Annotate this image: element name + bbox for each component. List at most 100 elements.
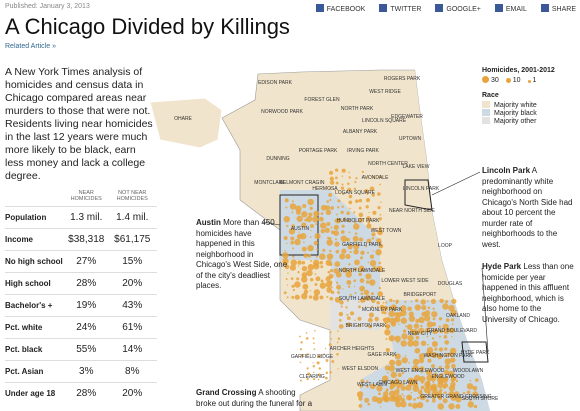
homicide-dot xyxy=(303,253,308,258)
homicide-dot xyxy=(466,383,474,390)
homicide-dot xyxy=(448,370,455,378)
homicide-dot xyxy=(361,170,365,174)
homicide-dot xyxy=(335,181,339,185)
homicide-dot xyxy=(289,203,297,210)
homicide-dot xyxy=(337,337,341,340)
share-email[interactable]: EMAIL xyxy=(495,4,527,13)
neighborhood-label: ENGLEWOOD xyxy=(431,374,464,380)
homicide-dot xyxy=(359,297,366,303)
homicide-dot xyxy=(336,352,339,356)
homicide-dot xyxy=(415,298,419,303)
homicide-dot xyxy=(295,209,301,215)
neighborhood-label: WEST LAWN xyxy=(357,382,387,388)
homicide-dot xyxy=(353,249,359,255)
homicide-dot xyxy=(394,353,401,360)
homicide-dot xyxy=(359,384,363,388)
homicide-dot xyxy=(327,236,330,240)
homicide-dot xyxy=(297,271,300,274)
neighborhood-label: ALBANY PARK xyxy=(343,129,378,135)
homicide-dot xyxy=(400,401,407,408)
share-facebook[interactable]: FACEBOOK xyxy=(316,4,366,13)
homicide-dot xyxy=(380,201,382,203)
homicide-dot xyxy=(438,325,441,328)
homicide-dot xyxy=(312,365,316,368)
homicide-dot xyxy=(389,390,395,397)
homicide-dot xyxy=(444,358,452,365)
homicide-dot xyxy=(394,335,401,343)
homicide-dot xyxy=(448,352,454,357)
homicide-dot xyxy=(329,371,332,374)
homicide-dot xyxy=(450,318,455,322)
homicide-dot xyxy=(366,216,371,221)
homicide-dot xyxy=(357,316,362,321)
homicide-dot xyxy=(336,291,340,294)
related-link[interactable]: Related Article » xyxy=(5,43,56,50)
homicide-dot xyxy=(473,404,478,409)
race-label: Majority white xyxy=(494,102,537,109)
homicide-dot xyxy=(385,388,389,392)
homicide-dot xyxy=(314,273,317,276)
homicide-dot xyxy=(312,362,314,364)
homicide-dot xyxy=(431,322,437,327)
homicide-dot xyxy=(319,282,327,289)
homicide-dot xyxy=(312,216,319,223)
homicide-dot xyxy=(388,365,395,372)
homicide-dot xyxy=(412,340,419,347)
homicide-dot xyxy=(315,255,318,258)
homicide-dot xyxy=(395,381,398,384)
homicide-dot xyxy=(292,288,295,292)
homicide-dot xyxy=(425,350,433,358)
homicide-dot xyxy=(469,398,472,402)
homicide-dot xyxy=(320,212,324,216)
share-more[interactable]: SHARE xyxy=(541,4,576,13)
annotation-name: Grand Crossing xyxy=(196,388,257,397)
homicide-dot xyxy=(425,383,430,389)
homicide-dot xyxy=(349,293,352,296)
homicide-dot xyxy=(337,199,341,203)
neighborhood-label: MCKINLEY PARK xyxy=(362,307,403,313)
share-google[interactable]: GOOGLE+ xyxy=(435,4,480,13)
cell: 20% xyxy=(107,272,157,295)
homicide-dot xyxy=(325,371,329,375)
row-label: Income xyxy=(5,228,65,251)
homicide-dot xyxy=(400,309,407,317)
leader xyxy=(431,171,481,196)
homicide-dot xyxy=(346,313,349,316)
row-label: No high school xyxy=(5,250,65,273)
homicide-dot xyxy=(373,219,375,222)
annotation: Austin More than 450 homicides have happ… xyxy=(196,218,288,292)
homicide-dot xyxy=(358,396,363,401)
homicide-dot xyxy=(401,393,404,396)
cell: 24% xyxy=(65,316,108,339)
homicide-dot xyxy=(432,328,439,335)
homicide-dot xyxy=(469,379,472,382)
homicide-dot xyxy=(358,212,364,218)
homicide-dot xyxy=(340,210,344,214)
annotation: Grand Crossing A shooting broke out duri… xyxy=(196,388,316,409)
homicide-dot xyxy=(398,323,400,326)
homicide-dot xyxy=(366,238,372,244)
legend: Homicides, 2001-2012 30 10 1 Race Majori… xyxy=(482,64,555,125)
homicide-dot xyxy=(449,327,455,334)
homicide-dot xyxy=(341,267,348,273)
homicide-dot xyxy=(328,273,334,279)
homicide-dot xyxy=(290,236,295,241)
homicide-dot xyxy=(451,336,453,338)
homicide-dot xyxy=(410,300,413,303)
homicide-dot xyxy=(417,389,423,395)
share-twitter[interactable]: TWITTER xyxy=(379,4,421,13)
neighborhood-label: GARFIELD PARK xyxy=(342,242,382,248)
intro: A New York Times analysis of homicides a… xyxy=(5,66,153,182)
homicide-dot xyxy=(411,329,419,336)
homicide-dot xyxy=(329,198,332,202)
homicide-dot xyxy=(347,219,350,223)
homicide-dot xyxy=(348,231,351,234)
homicide-dot xyxy=(382,391,389,397)
homicide-dot xyxy=(412,364,419,372)
homicide-dot xyxy=(414,347,421,354)
homicide-dot xyxy=(286,296,289,299)
homicide-dot xyxy=(329,170,334,175)
homicide-dot xyxy=(303,289,309,295)
homicide-dot xyxy=(347,244,353,250)
